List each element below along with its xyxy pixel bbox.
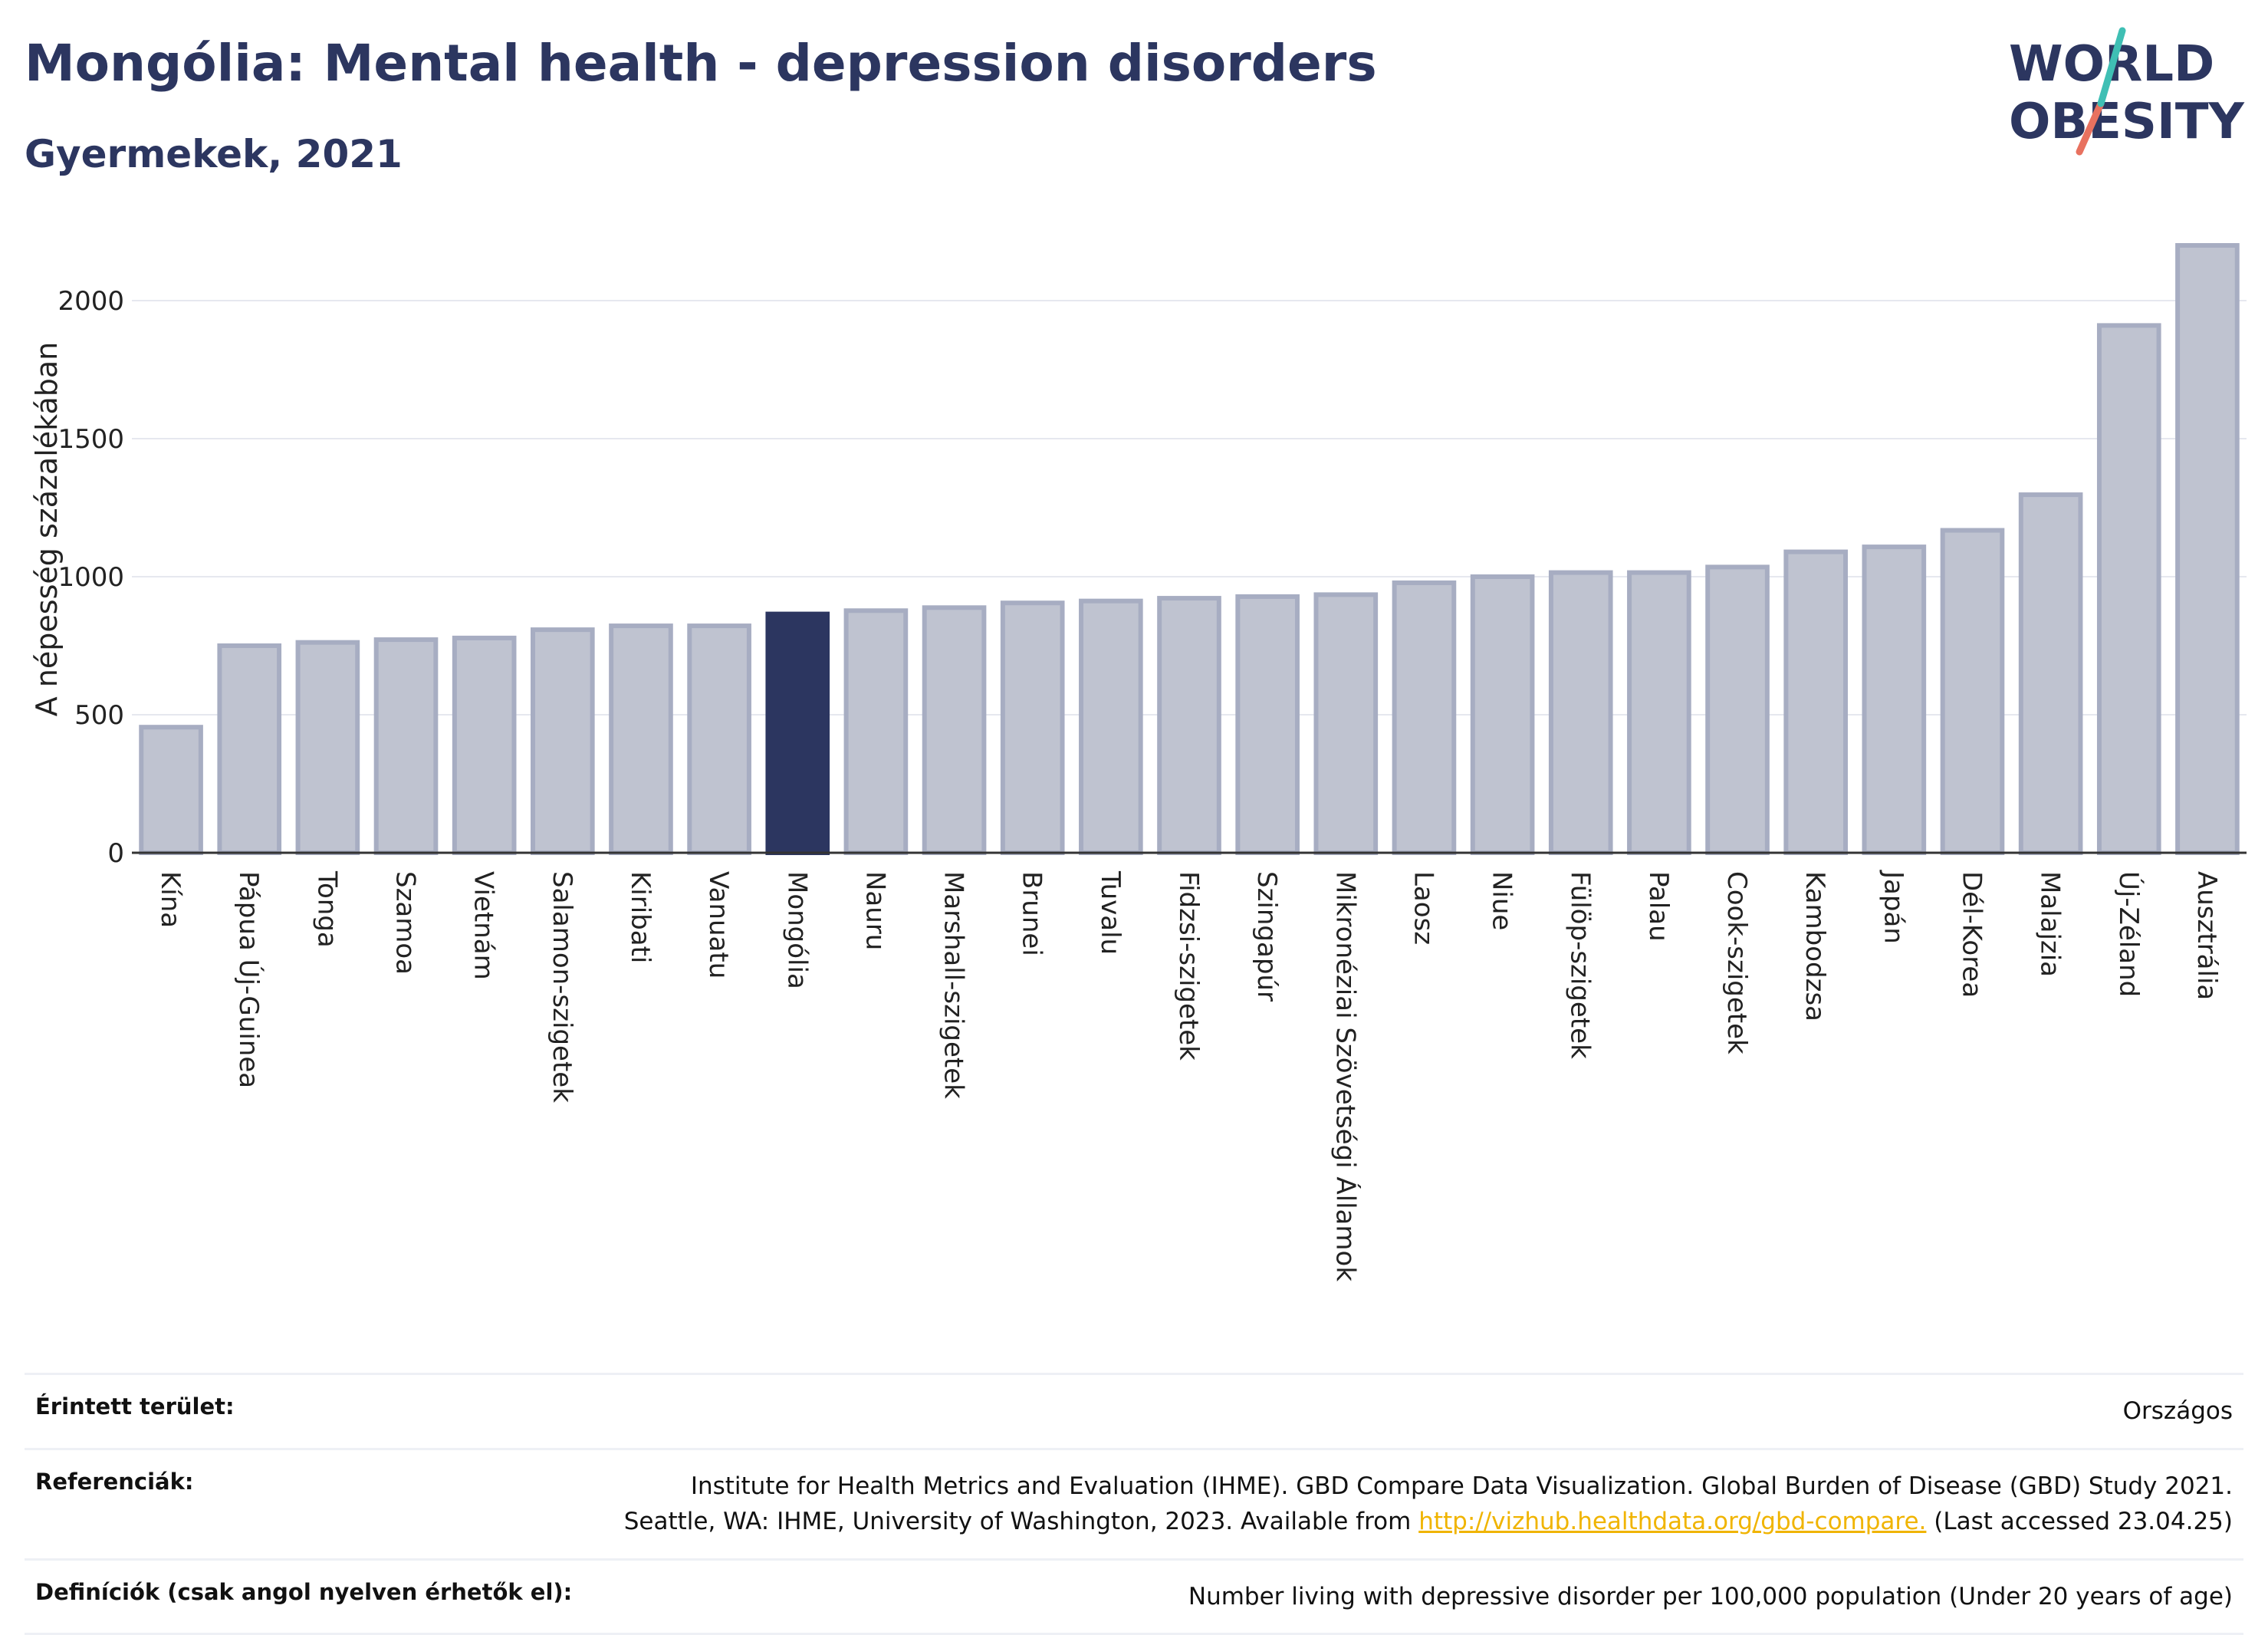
bar-14 <box>1238 597 1297 853</box>
bar-0 <box>141 727 201 853</box>
metadata-table: Érintett terület: Országos Referenciák: … <box>25 1373 2243 1635</box>
x-tick-label: Pápua Új-Guinea <box>233 871 265 1088</box>
x-tick-label: Fülöp-szigetek <box>1565 871 1596 1059</box>
definitions-value: Number living with depressive disorder p… <box>1188 1579 2233 1615</box>
y-tick-label: 500 <box>74 700 124 731</box>
x-tick-label: Kambodzsa <box>1800 871 1830 1021</box>
bar-19 <box>1629 573 1689 853</box>
bar-8 <box>768 614 827 853</box>
area-label: Érintett terület: <box>35 1393 235 1429</box>
bar-5 <box>533 630 593 853</box>
bar-18 <box>1551 573 1611 853</box>
y-tick-label: 1500 <box>58 424 124 455</box>
x-tick-label: Szingapúr <box>1251 871 1282 1002</box>
bar-23 <box>1943 531 2003 853</box>
bar-16 <box>1395 583 1454 853</box>
references-value: Institute for Health Metrics and Evaluat… <box>624 1469 2233 1540</box>
bar-1 <box>219 646 279 853</box>
bar-15 <box>1316 594 1376 853</box>
x-tick-label: Tonga <box>311 870 342 948</box>
bar-12 <box>1081 601 1141 853</box>
bar-22 <box>1865 547 1925 853</box>
x-tick-label: Vietnám <box>468 871 499 980</box>
bar-9 <box>846 610 906 853</box>
x-tick-label: Brunei <box>1017 871 1047 956</box>
meta-row-area: Érintett terület: Országos <box>25 1373 2243 1448</box>
bar-11 <box>1003 603 1063 853</box>
x-tick-label: Marshall-szigetek <box>938 871 969 1099</box>
references-label: Referenciák: <box>35 1469 193 1540</box>
bar-17 <box>1473 577 1533 853</box>
x-tick-label: Mikronéziai Szövetségi Államok <box>1330 871 1361 1281</box>
x-tick-label: Niue <box>1487 871 1517 930</box>
x-tick-label: Fidzsi-szigetek <box>1173 871 1204 1061</box>
x-tick-label: Nauru <box>860 871 890 950</box>
bar-7 <box>689 626 749 853</box>
area-value: Országos <box>2123 1393 2233 1429</box>
bar-25 <box>2099 325 2159 853</box>
x-tick-label: Új-Zéland <box>2113 871 2145 997</box>
y-axis-label: A népesség százalékában <box>30 342 64 717</box>
x-tick-label: Japán <box>1878 870 1908 944</box>
definitions-label: Definíciók (csak angol nyelven érhetők e… <box>35 1579 572 1615</box>
x-tick-label: Salamon-szigetek <box>547 871 577 1103</box>
x-tick-label: Ausztrália <box>2191 871 2222 1000</box>
bars <box>141 245 2237 853</box>
bar-6 <box>611 626 671 853</box>
y-tick-label: 0 <box>107 838 124 869</box>
x-tick-label: Palau <box>1643 871 1674 942</box>
x-tick-label: Szamoa <box>390 871 421 975</box>
y-tick-label: 1000 <box>58 562 124 593</box>
references-line-2-post: (Last accessed 23.04.25) <box>1926 1508 2233 1535</box>
bar-13 <box>1159 598 1219 853</box>
references-line-2-pre: Seattle, WA: IHME, University of Washing… <box>624 1508 1418 1535</box>
x-tick-label: Vanuatu <box>703 871 734 979</box>
references-line-1: Institute for Health Metrics and Evaluat… <box>691 1472 2233 1500</box>
x-tick-label: Laosz <box>1408 871 1438 945</box>
bar-4 <box>455 638 514 853</box>
x-tick-label: Dél-Korea <box>1956 871 1987 998</box>
bar-24 <box>2021 495 2081 853</box>
x-axis-labels: Kína Pápua Új-Guinea Tonga Szamoa Vietnám Sal… <box>155 870 2222 1281</box>
bar-26 <box>2178 245 2237 853</box>
bar-10 <box>925 607 984 853</box>
meta-row-definitions: Definíciók (csak angol nyelven érhetők e… <box>25 1558 2243 1635</box>
bar-21 <box>1786 552 1846 853</box>
x-tick-label: Cook-szigetek <box>1721 871 1752 1054</box>
bar-3 <box>376 640 436 853</box>
x-tick-label: Kína <box>155 871 186 928</box>
x-tick-label: Tuvalu <box>1095 870 1126 955</box>
bar-20 <box>1708 567 1767 853</box>
x-tick-label: Kiribati <box>625 871 656 963</box>
bar-chart: 0 500 1000 1500 2000 Kína Pápua Új-Guinea Tong… <box>0 0 2268 1365</box>
gbd-compare-link[interactable]: http://vizhub.healthdata.org/gbd-compare… <box>1418 1508 1926 1535</box>
y-tick-label: 2000 <box>58 286 124 317</box>
x-tick-label: Mongólia <box>781 871 812 989</box>
x-tick-label: Malajzia <box>2035 871 2066 977</box>
meta-row-references: Referenciák: Institute for Health Metric… <box>25 1448 2243 1558</box>
bar-2 <box>298 643 358 853</box>
y-axis-ticks: 0 500 1000 1500 2000 <box>58 286 124 869</box>
